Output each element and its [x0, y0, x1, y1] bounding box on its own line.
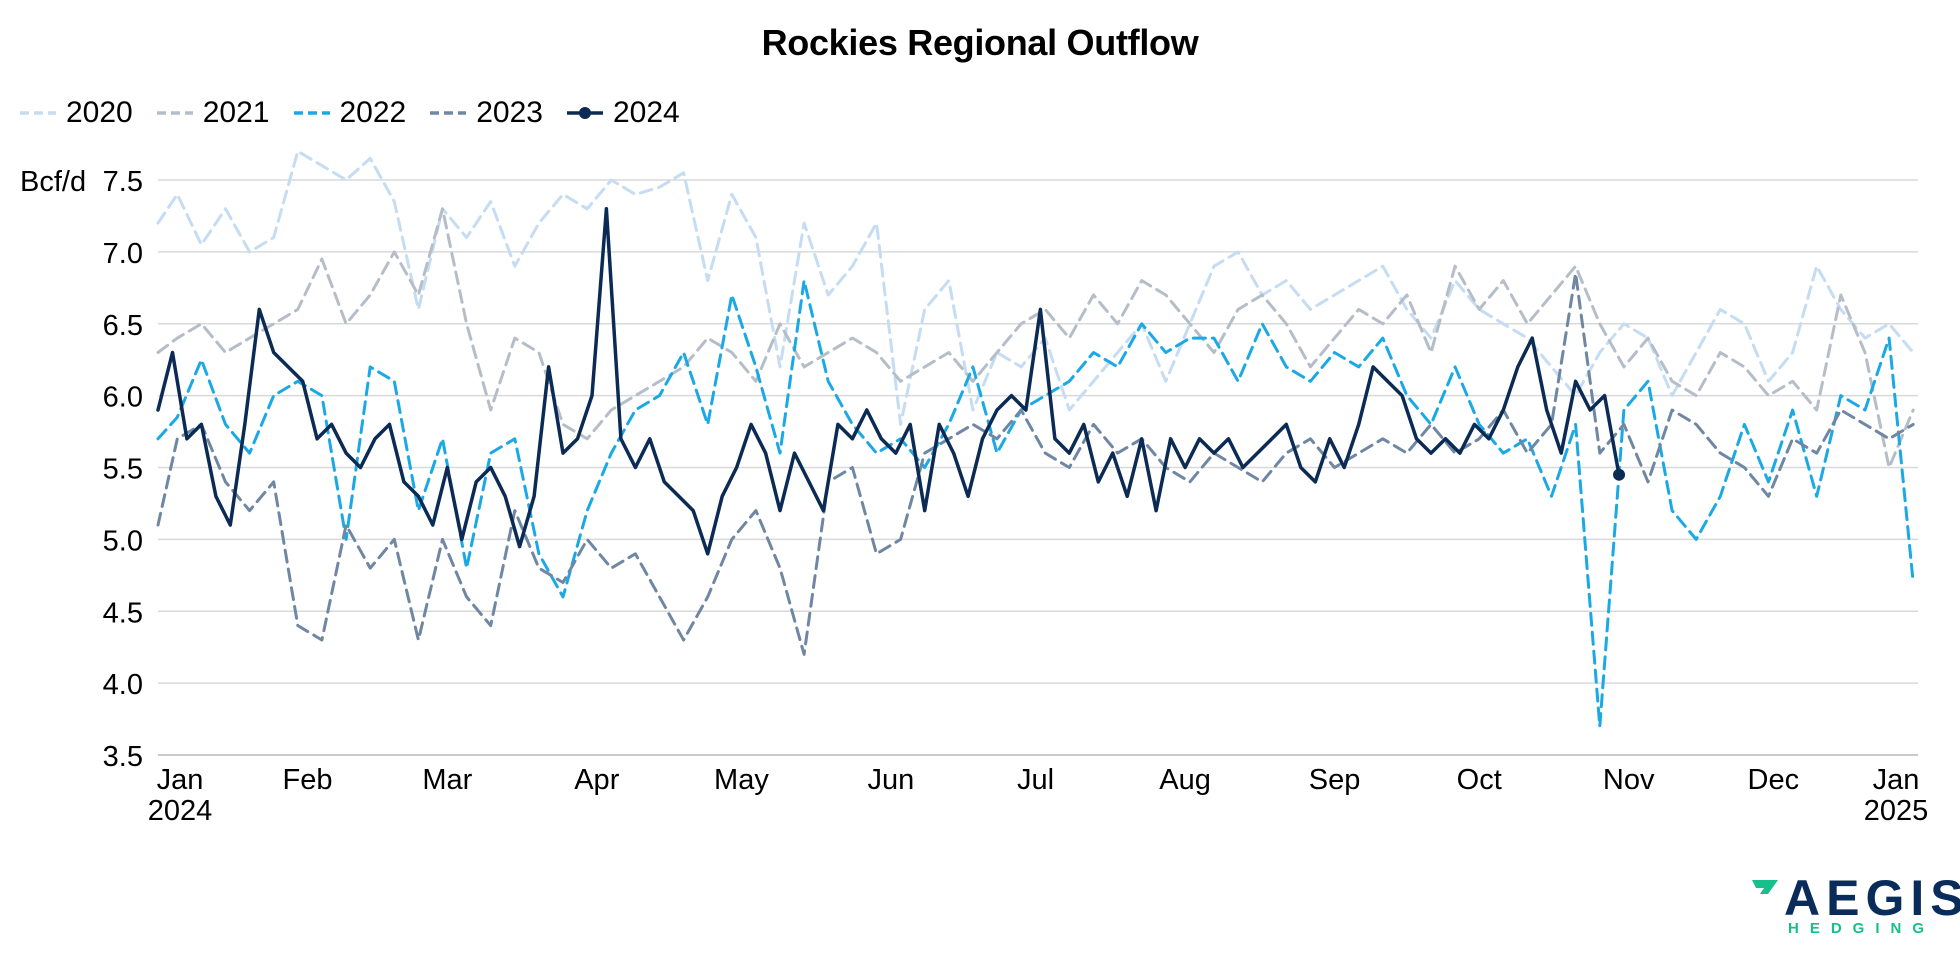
legend-item-2023: 2023 — [428, 96, 543, 130]
legend-swatch — [156, 111, 193, 115]
y-tick-label: 3.5 — [103, 741, 143, 773]
series-end-marker — [1613, 468, 1626, 481]
x-tick-label: Jul — [1017, 764, 1054, 796]
series-line-2021 — [156, 207, 1915, 469]
legend-label: 2023 — [476, 96, 543, 129]
chart-title: Rockies Regional Outflow — [761, 22, 1199, 63]
logo-wordmark: AEGIS — [1784, 870, 1960, 926]
x-tick-label: Sep — [1309, 764, 1361, 796]
legend-label: 2021 — [202, 96, 270, 129]
series-line-2023 — [156, 271, 1915, 656]
x-tick-label: Apr — [574, 764, 619, 796]
x-tick-label: Jan — [157, 764, 204, 796]
legend-item-2021: 2021 — [155, 96, 270, 130]
logo-mark-icon — [1752, 880, 1778, 894]
legend-label: 2022 — [339, 96, 407, 129]
logo-subtitle: HEDGING — [1788, 920, 1936, 937]
y-tick-label: 7.5 — [103, 166, 143, 198]
legend-label: 2024 — [613, 96, 680, 129]
x-tick-label: Oct — [1457, 764, 1502, 796]
aegis-logo: AEGIS HEDGING — [1740, 868, 1960, 948]
x-tick-label: May — [714, 764, 769, 796]
y-tick-label: 6.0 — [103, 382, 143, 414]
x-tick-label: Mar — [422, 764, 472, 796]
legend: 2020 2021 2022 2023 2024 — [18, 96, 680, 130]
y-tick-label: 7.0 — [103, 238, 143, 270]
x-tick-year-label: 2024 — [148, 795, 213, 827]
legend-item-2020: 2020 — [18, 96, 133, 130]
y-tick-label: 6.5 — [103, 310, 143, 342]
x-tick-label: Dec — [1748, 764, 1800, 796]
legend-swatch — [293, 111, 330, 115]
x-tick-year-label: 2025 — [1864, 795, 1929, 827]
legend-swatch — [567, 107, 603, 119]
x-tick-label: Jun — [868, 764, 915, 796]
y-axis-label: Bcf/d — [20, 166, 86, 198]
legend-item-2024: 2024 — [565, 96, 680, 130]
series-line-2022 — [156, 279, 1915, 728]
legend-item-2022: 2022 — [292, 96, 407, 130]
legend-swatch — [430, 111, 467, 115]
legend-swatch — [20, 111, 56, 115]
x-tick-label: Jan — [1873, 764, 1920, 796]
y-tick-label: 4.0 — [103, 669, 143, 701]
y-tick-label: 5.5 — [103, 454, 143, 486]
x-tick-label: Aug — [1159, 764, 1211, 796]
legend-label: 2020 — [66, 96, 133, 129]
y-tick-label: 5.0 — [103, 525, 143, 557]
x-tick-label: Nov — [1603, 764, 1655, 796]
x-tick-label: Feb — [282, 764, 332, 796]
y-tick-label: 4.5 — [103, 597, 143, 629]
series-line-2024 — [156, 207, 1621, 556]
